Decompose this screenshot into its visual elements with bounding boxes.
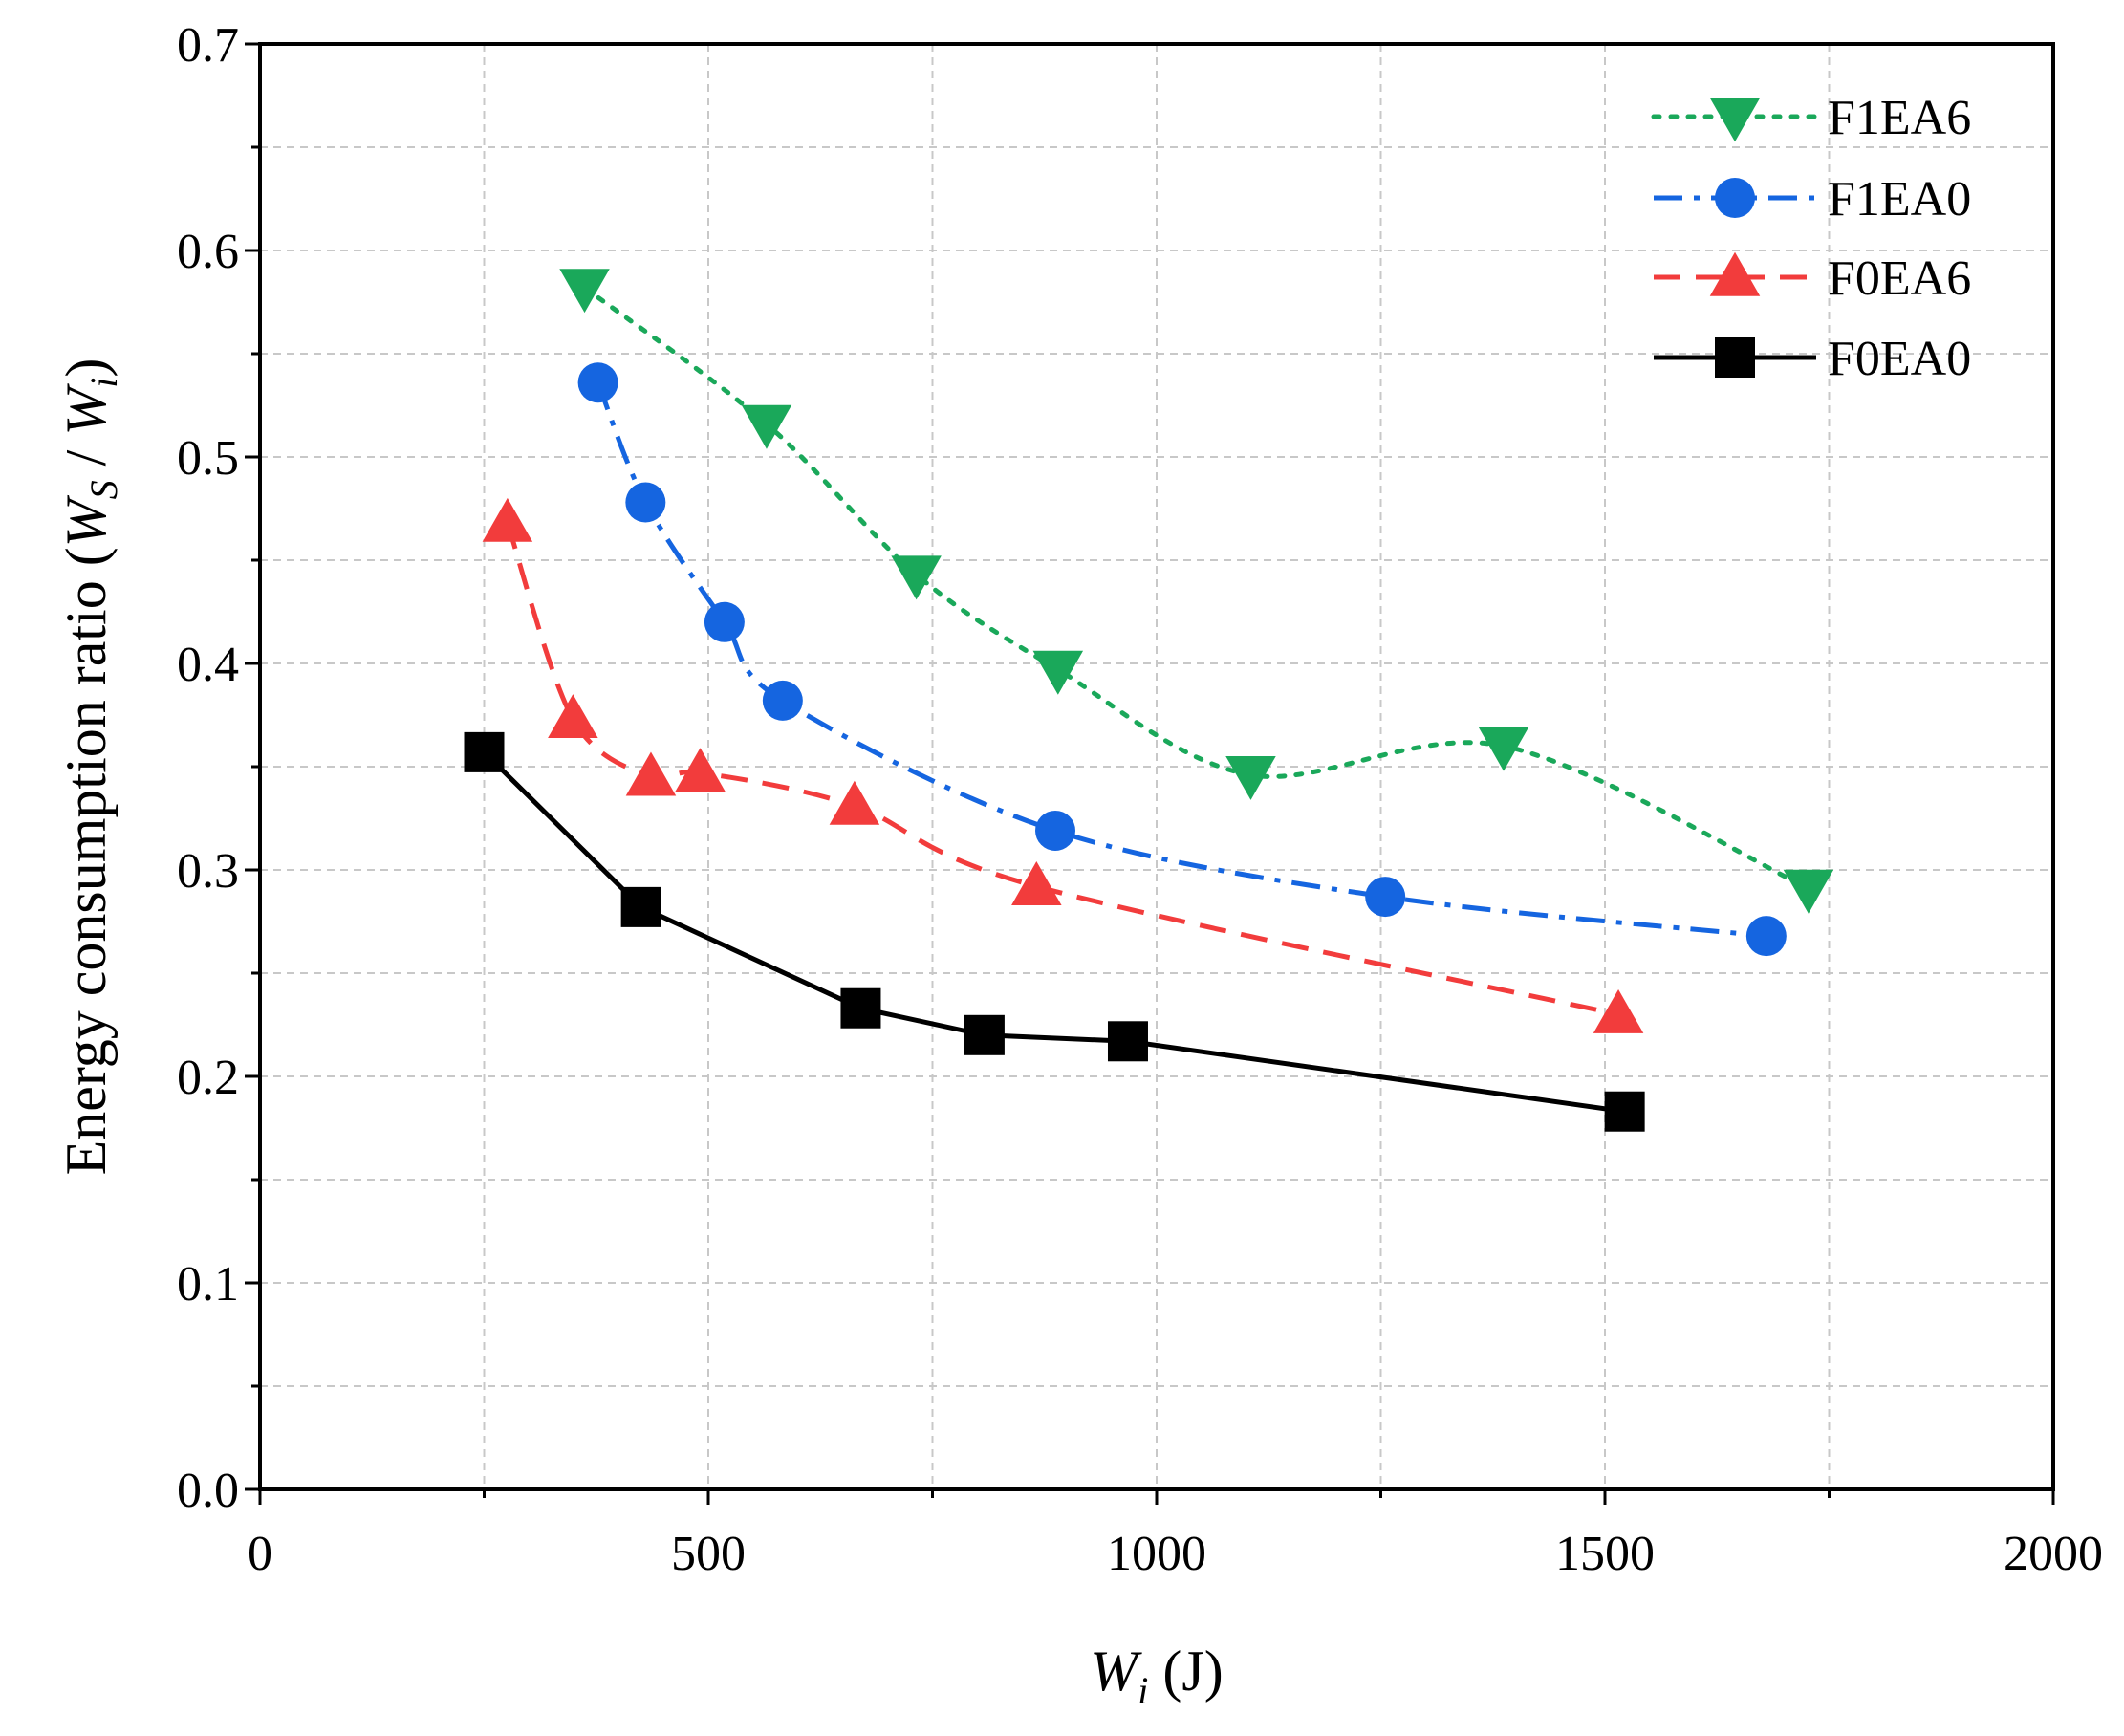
data-point [762, 680, 803, 721]
y-tick-label: 0.6 [177, 225, 239, 279]
data-point [1604, 1091, 1645, 1132]
data-point [1783, 869, 1834, 914]
y-axis-title-part: Energy consumption ratio ( [54, 547, 118, 1175]
x-tick-label: 2000 [2004, 1527, 2103, 1581]
series-line [505, 522, 1619, 1017]
y-axis-title-part: ) [54, 358, 118, 378]
x-tick-label: 0 [248, 1527, 272, 1581]
series-f1ea6 [559, 269, 1834, 914]
data-point [1478, 727, 1529, 771]
x-tick-label: 1000 [1107, 1527, 1206, 1581]
legend-label: F0EA0 [1828, 332, 1971, 386]
axes: 0 500 1000 1500 2000 0.0 0.1 0.2 0.3 0.4 0.5 0.6 0.7… [54, 18, 2103, 1712]
y-tick-label: 0.7 [177, 18, 239, 73]
data-point [548, 694, 598, 739]
series-f1ea0 [577, 362, 1787, 957]
y-tick-label: 0.1 [177, 1257, 239, 1312]
data-point [1365, 877, 1406, 918]
grid [260, 44, 2053, 1489]
data-point [625, 482, 666, 523]
data-point [559, 269, 610, 314]
data-point [1035, 810, 1076, 851]
data-point [964, 1014, 1005, 1055]
series-group [464, 269, 1834, 1132]
data-point [1032, 650, 1084, 695]
legend-item-f0ea6: F0EA6 [1654, 251, 1971, 306]
y-axis-title-part: W [54, 383, 118, 436]
legend: F1EA6 F1EA0 F0EA6 F0EA0 [1651, 91, 1971, 386]
y-tick-label: 0.4 [177, 638, 239, 692]
data-point [704, 601, 745, 642]
data-point [741, 404, 792, 449]
x-axis-var-sub: i [1138, 1669, 1148, 1712]
x-tick-label: 500 [671, 1527, 746, 1581]
series-f0ea0 [464, 731, 1645, 1132]
legend-item-f0ea0: F0EA0 [1654, 332, 1971, 386]
data-point [625, 751, 677, 796]
x-tick-label: 1500 [1555, 1527, 1655, 1581]
data-point [464, 731, 505, 772]
y-axis-title-part: W [54, 494, 118, 547]
legend-marker [1709, 98, 1761, 142]
data-point [482, 497, 533, 542]
data-point [1011, 861, 1062, 905]
legend-marker [1715, 337, 1755, 378]
data-point [1593, 988, 1644, 1033]
legend-item-f1ea0: F1EA0 [1654, 172, 1971, 227]
data-point [675, 748, 726, 792]
data-point [829, 780, 880, 825]
x-axis-var: W [1090, 1639, 1142, 1703]
data-point [891, 555, 942, 600]
data-point [620, 886, 661, 927]
legend-label: F1EA6 [1828, 91, 1971, 145]
x-axis-title: Wi (J) [1090, 1639, 1223, 1712]
y-axis-title: Energy consumption ratio (WS / Wi) [54, 358, 125, 1176]
series-line [596, 381, 1767, 939]
data-point [840, 987, 881, 1029]
y-axis-title-part: / [54, 436, 118, 481]
series-line [482, 750, 1625, 1115]
data-point [1745, 916, 1787, 957]
y-tick-label: 0.2 [177, 1051, 239, 1105]
y-axis-title-part: S [82, 480, 125, 499]
x-axis-unit: (J) [1148, 1639, 1223, 1703]
y-tick-label: 0.3 [177, 844, 239, 899]
legend-label: F1EA0 [1828, 172, 1971, 227]
legend-item-f1ea6: F1EA6 [1651, 91, 1971, 145]
y-tick-label: 0.0 [177, 1464, 239, 1518]
data-point [1225, 755, 1276, 800]
legend-marker [1709, 251, 1761, 296]
data-point [1107, 1021, 1148, 1062]
series-f0ea6 [482, 497, 1644, 1033]
legend-marker [1715, 178, 1755, 218]
y-axis-title-part: i [82, 378, 125, 388]
data-point [577, 362, 618, 403]
legend-label: F0EA6 [1828, 251, 1971, 306]
y-tick-label: 0.5 [177, 431, 239, 486]
